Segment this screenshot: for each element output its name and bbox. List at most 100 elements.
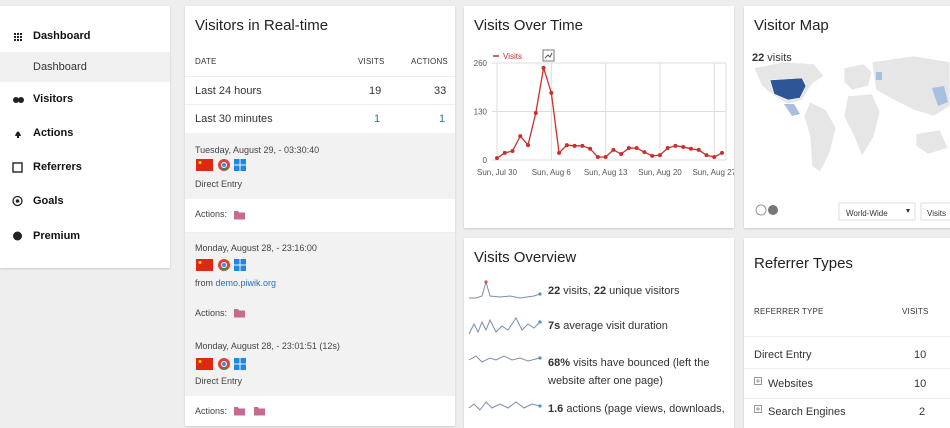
- x-tick-label: Sun, Aug 13: [584, 168, 628, 177]
- data-point: [650, 153, 655, 158]
- referrer-type[interactable]: Websites: [768, 378, 814, 390]
- data-point: [572, 143, 577, 148]
- legend-label: Visits: [503, 52, 522, 61]
- world-map: [753, 55, 950, 221]
- row-value: 33: [434, 85, 447, 97]
- data-point: [619, 152, 624, 157]
- metric-label[interactable]: Visits: [927, 209, 946, 218]
- visit-source: Direct Entry: [195, 179, 243, 189]
- widget-title: Visits Over Time: [474, 17, 583, 34]
- data-point: [673, 143, 678, 148]
- data-point: [541, 65, 546, 70]
- data-point: [510, 149, 515, 154]
- bold-text: 68%: [548, 357, 571, 369]
- data-point: [696, 147, 701, 152]
- data-point: [564, 143, 569, 148]
- bold-text: 22: [548, 285, 561, 297]
- visit-source: Direct Entry: [195, 376, 243, 386]
- row-value: 19: [369, 85, 382, 97]
- visit-actions: Actions:: [195, 406, 228, 416]
- submenu-item[interactable]: Dashboard: [33, 61, 87, 73]
- column-header: VISITS: [902, 307, 929, 316]
- data-point: [657, 153, 662, 158]
- row-label: Last 30 minutes: [195, 113, 273, 125]
- dashboard: Dashboard Dashboard Visitors Actions Ref…: [0, 6, 950, 428]
- visit-datetime: Tuesday, August 29, - 03:30:40: [195, 145, 320, 155]
- data-point: [681, 144, 686, 149]
- overview-item: 1.6 actions (page views, downloads,: [548, 402, 725, 416]
- chart: 0 130 260 Sun, Jul 30 Sun, Aug 6 Sun, Aug 13 S…: [474, 49, 734, 177]
- referrer-type: Direct Entry: [754, 349, 812, 361]
- bold-text: 1.6: [548, 403, 564, 415]
- widget-title: Visitor Map: [754, 17, 829, 34]
- data-line: [496, 67, 723, 159]
- data-point: [518, 134, 523, 139]
- menu-item[interactable]: Referrers: [33, 161, 82, 173]
- data-point: [665, 146, 670, 151]
- data-point: [603, 155, 608, 160]
- data-point: [704, 153, 709, 158]
- data-point: [595, 155, 600, 160]
- region-label[interactable]: World-Wide: [846, 209, 888, 218]
- text: average visit duration: [560, 320, 668, 332]
- data-point: [611, 147, 616, 152]
- data-point: [642, 150, 647, 155]
- x-tick-label: Sun, Aug 6: [532, 168, 572, 177]
- visit-actions: Actions:: [195, 209, 228, 219]
- visits-overview-widget: Visits Overview 22 visits, 22 unique vis…: [464, 238, 734, 428]
- row-label: Last 24 hours: [195, 85, 262, 97]
- visitor-map-widget: Visitor Map 22 visits World-Wide Visits: [744, 6, 950, 228]
- visit-source: from demo.piwik.org: [195, 276, 276, 290]
- data-point: [712, 155, 717, 160]
- data-point: [526, 143, 531, 148]
- overview-item: 7s average visit duration: [548, 319, 668, 333]
- data-point: [549, 90, 554, 95]
- column-header: VISITS: [358, 57, 385, 66]
- menu-item[interactable]: Visitors: [33, 93, 74, 105]
- overview-item: 22 visits, 22 unique visitors: [548, 284, 680, 298]
- menu-item[interactable]: Premium: [33, 230, 81, 242]
- bold-text: 22: [752, 52, 765, 64]
- metric-select[interactable]: [920, 202, 950, 221]
- x-tick-label: Sun, Aug 27: [692, 168, 734, 177]
- data-point: [580, 143, 585, 148]
- source-prefix: from: [195, 278, 213, 288]
- y-tick-label: 130: [474, 108, 488, 117]
- data-point: [634, 146, 639, 151]
- data-point: [626, 146, 631, 151]
- sparklines: [468, 280, 542, 411]
- visit-datetime: Monday, August 28, - 23:16:00: [195, 243, 317, 253]
- region-select[interactable]: [838, 202, 916, 221]
- visit-actions: Actions:: [195, 308, 228, 318]
- menu-icons: [12, 33, 24, 241]
- y-tick-label: 260: [474, 59, 488, 68]
- data-point: [688, 146, 693, 151]
- data-point: [533, 110, 538, 115]
- menu-item[interactable]: Goals: [33, 195, 64, 207]
- y-tick-label: 0: [483, 156, 488, 165]
- data-point: [502, 150, 507, 155]
- text: actions (page views, downloads,: [563, 403, 725, 415]
- row-value: 1: [439, 113, 446, 125]
- row-value: 1: [374, 113, 381, 125]
- referrer-visits: 10: [914, 378, 927, 390]
- submenu-active: [0, 52, 170, 82]
- expand-icons[interactable]: [754, 377, 764, 417]
- realtime-widget: Visitors in Real-time DATE VISITS ACTION…: [185, 6, 455, 426]
- column-header: ACTIONS: [411, 57, 448, 66]
- data-point: [495, 156, 499, 161]
- menu-item[interactable]: Actions: [33, 127, 74, 139]
- referrer-type[interactable]: Search Engines: [768, 406, 846, 418]
- menu-item[interactable]: Dashboard: [33, 30, 91, 42]
- widget-title: Visits Overview: [474, 249, 577, 266]
- referrer-visits: 2: [919, 406, 926, 418]
- visit-datetime: Monday, August 28, - 23:01:51 (12s): [195, 341, 340, 351]
- column-header: REFERRER TYPE: [754, 307, 824, 316]
- visits-over-time-widget: Visits Over Time 0 130 260 Sun, Jul 30 Sun, …: [464, 6, 734, 228]
- x-tick-label: Sun, Aug 20: [638, 168, 682, 177]
- referrer-types-widget: Referrer Types REFERRER TYPE VISITS Dire…: [744, 238, 950, 428]
- source-link[interactable]: demo.piwik.org: [215, 278, 277, 288]
- page: Dashboard {"sidebar": {"items": ["Dashbo…: [0, 6, 950, 428]
- x-tick-label: Sun, Jul 30: [477, 168, 518, 177]
- bold-text: 7s: [548, 320, 561, 332]
